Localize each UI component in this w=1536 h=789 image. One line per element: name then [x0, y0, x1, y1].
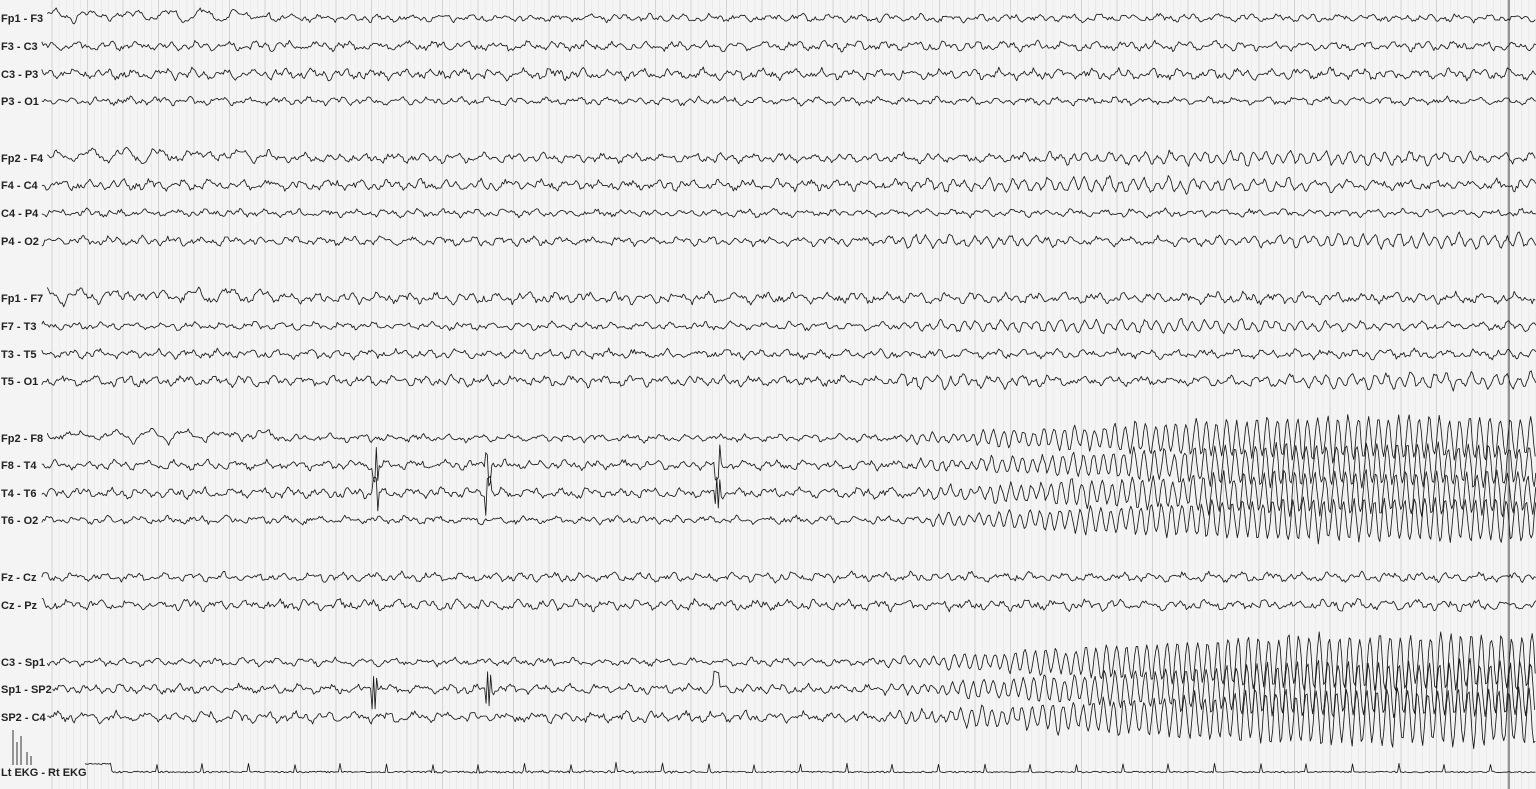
eeg-trace [41, 598, 1536, 613]
channel-label: P4 - O2 [1, 236, 39, 248]
eeg-trace [41, 39, 1536, 53]
eeg-trace [41, 370, 1536, 392]
eeg-trace [41, 469, 1536, 518]
channel-label: Fp2 - F4 [1, 153, 44, 165]
eeg-trace [41, 570, 1536, 584]
channel-labels: Fp1 - F3 F3 - C3 C3 - P3 P3 - O1 Fp2 - F4 F4 … [1, 13, 87, 779]
channel-label: T6 - O2 [1, 515, 38, 527]
eeg-traces [41, 7, 1536, 774]
eeg-trace [41, 95, 1536, 107]
channel-label: Lt EKG - Rt EKG [1, 767, 87, 779]
eeg-trace [46, 286, 1536, 308]
channel-label: Cz - Pz [1, 600, 38, 612]
eeg-trace [46, 631, 1536, 691]
eeg-trace [41, 317, 1536, 335]
channel-label: T4 - T6 [1, 488, 36, 500]
eeg-trace [41, 496, 1536, 545]
channel-label: F8 - T4 [1, 460, 37, 472]
channel-label: T3 - T5 [1, 349, 36, 361]
channel-label: C3 - Sp1 [1, 657, 45, 669]
channel-label: F3 - C3 [1, 41, 38, 53]
channel-label: F4 - C4 [1, 180, 39, 192]
eeg-trace [41, 175, 1536, 195]
eeg-trace [46, 146, 1536, 167]
eeg-trace [41, 347, 1536, 361]
eeg-trace [46, 414, 1536, 464]
channel-label: T5 - O1 [1, 376, 38, 388]
channel-label: F7 - T3 [1, 321, 36, 333]
eeg-trace [41, 66, 1536, 82]
eeg-trace [41, 231, 1536, 250]
eeg-trace [47, 686, 1536, 750]
channel-label: Sp1 - SP2 [1, 684, 52, 696]
eeg-trace [46, 7, 1536, 25]
eeg-trace [41, 441, 1536, 489]
calibration-marker [12, 730, 32, 765]
channel-label: Fz - Cz [1, 572, 37, 584]
eeg-trace [52, 657, 1536, 719]
channel-label: C4 - P4 [1, 208, 39, 220]
channel-label: SP2 - C4 [1, 712, 47, 724]
channel-label: Fp2 - F8 [1, 433, 43, 445]
eeg-trace [41, 207, 1536, 219]
channel-label: Fp1 - F3 [1, 13, 43, 25]
channel-label: C3 - P3 [1, 69, 38, 81]
eeg-trace [84, 761, 1536, 774]
channel-label: P3 - O1 [1, 96, 39, 108]
channel-label: Fp1 - F7 [1, 293, 43, 305]
